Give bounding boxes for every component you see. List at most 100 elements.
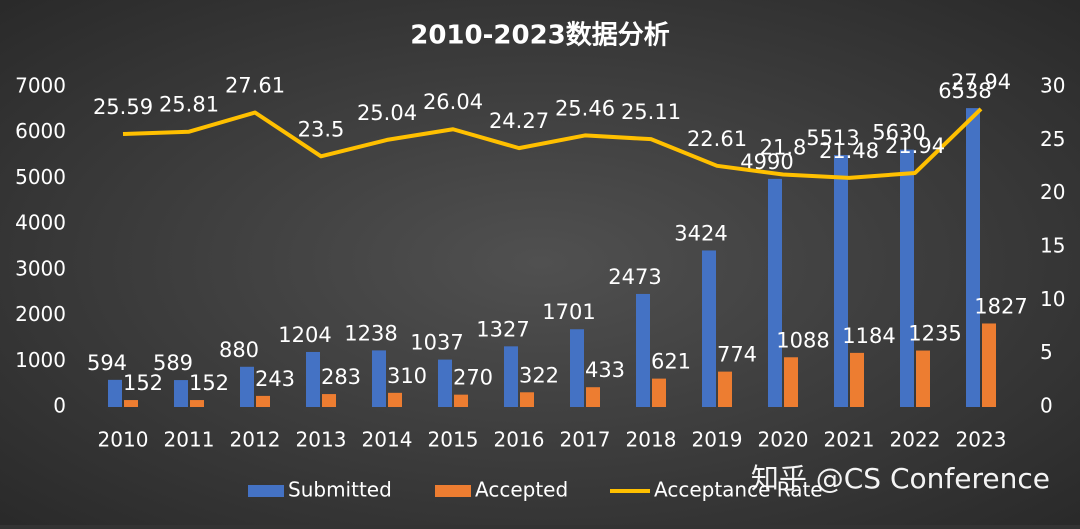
y2-tick-label: 5 [1040,340,1053,364]
value-label: 25.81 [159,93,219,117]
legend-label: Acceptance Rate [654,478,823,502]
x-tick-label: 2012 [230,428,281,452]
bar [438,359,452,407]
value-label: 774 [717,343,757,367]
value-label: 310 [387,364,427,388]
value-label: 1184 [842,324,895,348]
value-label: 21.8 [760,135,807,159]
value-label: 23.5 [298,117,345,141]
bar [108,379,122,407]
bar [454,394,468,407]
bar [900,149,914,407]
bar [520,392,534,407]
bar [570,329,584,407]
y-tick-label: 6000 [15,119,66,143]
bar [966,108,980,408]
bar [834,154,848,407]
bar [636,293,650,407]
bar [322,394,336,407]
y-tick-label: 4000 [15,211,66,235]
bar [240,366,254,407]
value-label: 270 [453,366,493,390]
value-label: 152 [189,371,229,395]
value-label: 3424 [674,221,727,245]
bar [388,392,402,407]
value-label: 25.59 [93,95,153,119]
value-label: 5630 [872,121,925,145]
value-label: 1701 [542,300,595,324]
bar [718,371,732,407]
value-label: 1827 [974,294,1027,318]
value-label: 1204 [278,323,331,347]
x-tick-label: 2019 [692,428,743,452]
value-label: 1235 [908,322,961,346]
value-label: 433 [585,358,625,382]
x-tick-label: 2022 [890,428,941,452]
x-tick-label: 2021 [824,428,875,452]
bar [190,400,204,407]
value-label: 1088 [776,328,829,352]
value-label: 5513 [806,126,859,150]
bar [174,380,188,407]
x-tick-label: 2014 [362,428,413,452]
value-label: 2473 [608,265,661,289]
value-label: 594 [87,351,127,375]
value-label: 6538 [938,79,991,103]
value-label: 25.11 [621,100,681,124]
bar [306,351,320,407]
value-label: 27.94 [951,70,1011,94]
y-tick-label: 7000 [15,74,66,98]
value-label: 21.94 [885,134,945,158]
y2-tick-label: 30 [1040,74,1065,98]
bar [916,350,930,407]
value-label: 1327 [476,317,529,341]
legend-label: Accepted [475,478,568,502]
x-tick-label: 2015 [428,428,479,452]
bar [504,346,518,407]
bar [256,395,270,407]
value-label: 24.27 [489,109,549,133]
y-tick-label: 2000 [15,302,66,326]
x-tick-label: 2018 [626,428,677,452]
value-label: 25.46 [555,96,615,120]
value-label: 322 [519,363,559,387]
bar [982,323,996,407]
value-label: 25.04 [357,101,417,125]
y-tick-label: 5000 [15,165,66,189]
legend-swatch [248,485,284,497]
value-label: 27.61 [225,73,285,97]
legend-swatch [435,485,471,497]
bar [768,178,782,407]
y2-tick-label: 20 [1040,180,1065,204]
bar [784,357,798,407]
value-label: 880 [219,338,259,362]
value-label: 589 [153,351,193,375]
y2-tick-label: 0 [1040,394,1053,418]
value-label: 22.61 [687,127,747,151]
y-tick-label: 1000 [15,348,66,372]
x-tick-label: 2016 [494,428,545,452]
bar [702,250,716,407]
bar [850,352,864,407]
x-tick-label: 2010 [98,428,149,452]
y-tick-label: 0 [53,394,66,418]
legend-label: Submitted [288,478,392,502]
value-label: 1037 [410,331,463,355]
watermark: 知乎 @CS Conference [751,462,1050,495]
value-label: 21.48 [819,139,879,163]
y-tick-label: 3000 [15,256,66,280]
x-tick-label: 2020 [758,428,809,452]
bar [372,350,386,407]
y2-tick-label: 10 [1040,287,1065,311]
line [122,107,983,180]
value-label: 1238 [344,321,397,345]
x-tick-label: 2023 [956,428,1007,452]
value-label: 283 [321,365,361,389]
y2-tick-label: 25 [1040,127,1065,151]
value-label: 243 [255,367,295,391]
bar [586,387,600,407]
value-label: 26.04 [423,90,483,114]
value-label: 621 [651,350,691,374]
value-label: 152 [123,371,163,395]
